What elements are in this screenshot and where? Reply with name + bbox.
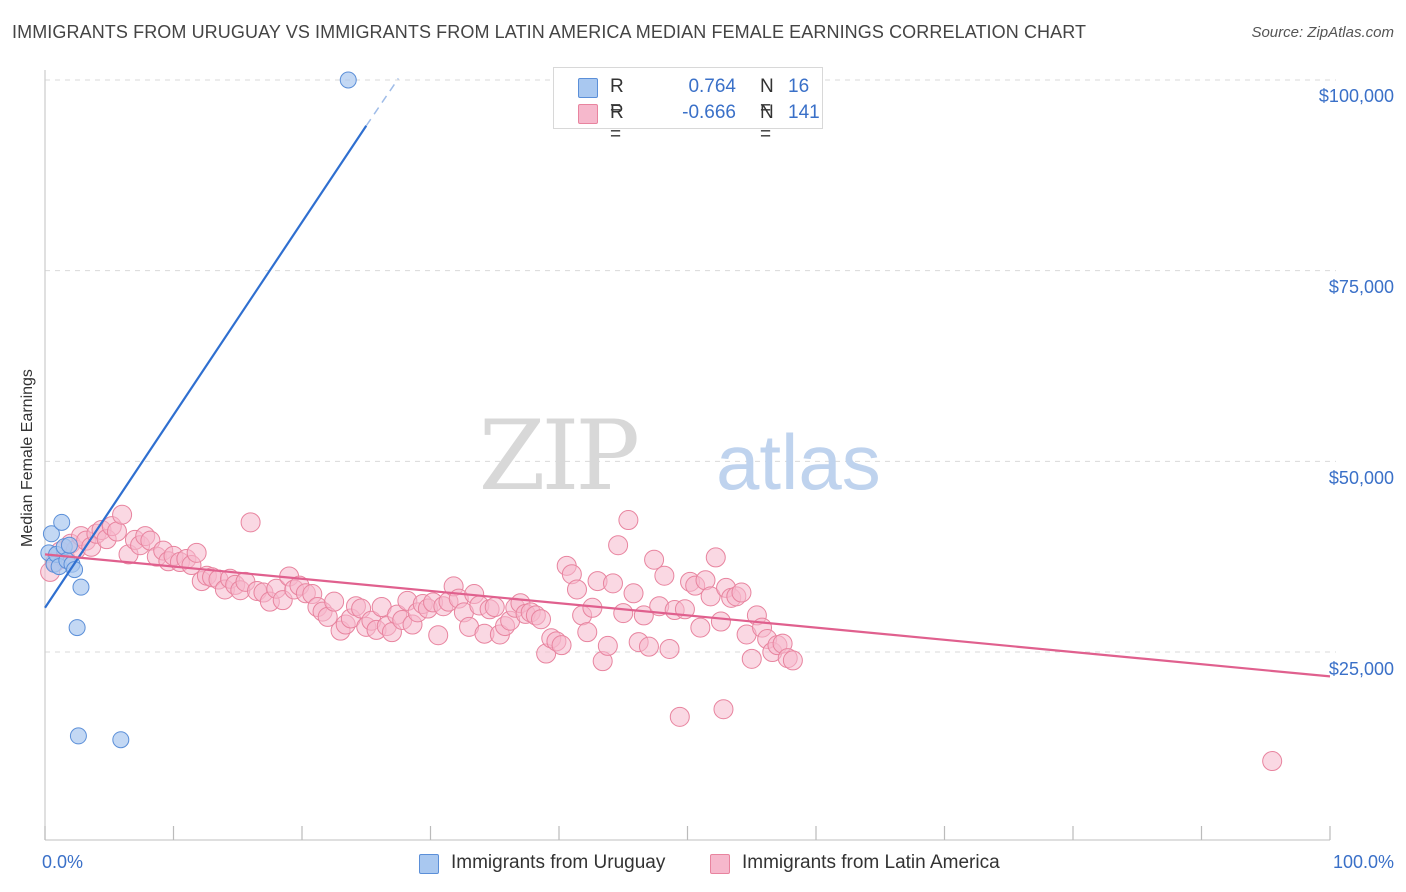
latam-point bbox=[186, 542, 207, 563]
latam-point bbox=[484, 597, 505, 618]
latam-point bbox=[690, 617, 711, 638]
latam-swatch bbox=[710, 854, 730, 874]
uruguay-point bbox=[68, 619, 86, 637]
latam-point bbox=[710, 611, 731, 632]
latam-point bbox=[577, 622, 598, 643]
latam-point bbox=[705, 547, 726, 568]
y-tick-label: $25,000 bbox=[1328, 659, 1394, 679]
x-tick-label-max: 100.0% bbox=[1332, 852, 1394, 872]
latam-point bbox=[669, 706, 690, 727]
uruguay-swatch bbox=[419, 854, 439, 874]
legend-label: Immigrants from Latin America bbox=[742, 852, 1000, 873]
latam-point bbox=[638, 636, 659, 657]
latam-point bbox=[428, 625, 449, 646]
chart-title: IMMIGRANTS FROM URUGUAY VS IMMIGRANTS FR… bbox=[12, 22, 1087, 42]
n-value: 141 bbox=[788, 102, 820, 123]
latam-point bbox=[240, 512, 261, 533]
latam-point bbox=[713, 699, 734, 720]
latam-point bbox=[602, 573, 623, 594]
latam-trend-line bbox=[44, 553, 1331, 678]
uruguay-trend-line bbox=[44, 125, 368, 609]
latam-point bbox=[659, 638, 680, 659]
n-label: N = bbox=[760, 76, 774, 119]
uruguay-point bbox=[339, 71, 357, 89]
latam-swatch bbox=[578, 104, 598, 124]
series-legend: Immigrants from Uruguay Immigrants from … bbox=[0, 852, 1406, 878]
latam-point bbox=[613, 603, 634, 624]
uruguay-series bbox=[40, 71, 357, 749]
uruguay-trend-extension bbox=[365, 78, 399, 127]
y-tick-label: $75,000 bbox=[1328, 277, 1394, 297]
latam-series bbox=[40, 504, 1283, 772]
latam-point bbox=[324, 591, 345, 612]
source-label: Source: ZipAtlas.com bbox=[1251, 24, 1394, 41]
watermark-zip: ZIP bbox=[479, 400, 638, 512]
trend-lines bbox=[44, 78, 1331, 678]
y-tick-label: $50,000 bbox=[1328, 468, 1394, 488]
r-label: R = bbox=[610, 102, 624, 145]
x-tick-label-min: 0.0% bbox=[42, 852, 84, 872]
latam-point bbox=[654, 565, 675, 586]
uruguay-point bbox=[69, 727, 87, 745]
latam-point bbox=[551, 635, 572, 656]
latam-point bbox=[531, 609, 552, 630]
latam-point bbox=[566, 579, 587, 600]
latam-point bbox=[741, 648, 762, 669]
uruguay-point bbox=[112, 731, 130, 749]
uruguay-point bbox=[72, 578, 90, 596]
grid-lines bbox=[45, 79, 1336, 653]
uruguay-point bbox=[60, 536, 78, 554]
uruguay-swatch bbox=[578, 78, 598, 98]
watermark-atlas: atlas bbox=[716, 418, 881, 506]
latam-point bbox=[644, 549, 665, 570]
latam-point bbox=[700, 586, 721, 607]
latam-point bbox=[731, 582, 752, 603]
n-value: 16 bbox=[788, 76, 810, 97]
latam-point bbox=[1262, 751, 1283, 772]
watermark: ZIP atlas bbox=[479, 400, 881, 512]
latam-point bbox=[623, 583, 644, 604]
latam-point bbox=[112, 504, 133, 525]
r-value: -0.666 bbox=[682, 102, 736, 123]
y-tick-label: $100,000 bbox=[1318, 86, 1394, 106]
legend-label: Immigrants from Uruguay bbox=[451, 852, 666, 873]
latam-point bbox=[106, 521, 127, 542]
latam-point bbox=[597, 635, 618, 656]
uruguay-point bbox=[42, 525, 60, 543]
axes bbox=[44, 70, 1331, 841]
n-label: N = bbox=[760, 102, 774, 145]
latam-point bbox=[618, 510, 639, 531]
r-value: 0.764 bbox=[688, 76, 736, 97]
uruguay-point bbox=[53, 513, 71, 531]
correlation-legend: R = 0.764 N = 16 R = -0.666 N = 141 bbox=[553, 67, 823, 145]
latam-point bbox=[608, 535, 629, 556]
latam-point bbox=[782, 650, 803, 671]
r-label: R = bbox=[610, 76, 624, 119]
